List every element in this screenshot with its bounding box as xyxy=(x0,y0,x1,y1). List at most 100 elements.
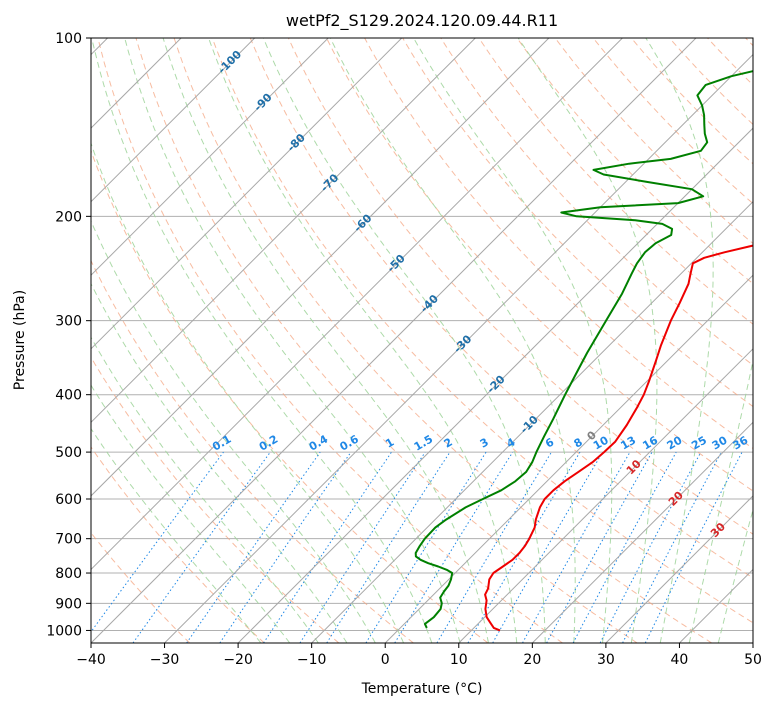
moist-adiabat xyxy=(91,38,433,643)
mixing-ratio-line xyxy=(132,451,271,643)
isotherm xyxy=(91,38,476,424)
mixing-ratio-line xyxy=(326,451,451,643)
moist-adiabats xyxy=(91,38,753,643)
moist-adiabat xyxy=(717,507,753,643)
mixing-ratio-line xyxy=(186,451,321,643)
moist-adiabat xyxy=(91,219,376,643)
moist-adiabat xyxy=(688,358,753,643)
isotherm xyxy=(91,38,550,497)
dry-adiabat xyxy=(287,38,753,535)
mixing-ratio-label: 30 xyxy=(710,433,730,452)
moist-adiabat xyxy=(91,141,405,643)
isotherm-label: 40 xyxy=(750,551,770,571)
mixing-ratio-label: 25 xyxy=(689,434,709,453)
dry-adiabat xyxy=(91,446,265,643)
mixing-ratio-line xyxy=(436,451,552,643)
mixing-ratio-label: 16 xyxy=(640,433,660,452)
dry-adiabat xyxy=(173,38,713,643)
y-tick-label: 200 xyxy=(55,209,82,225)
moist-adiabat xyxy=(91,427,262,643)
isotherms xyxy=(91,38,753,643)
moist-adiabat xyxy=(91,282,348,643)
moist-adiabat xyxy=(262,38,546,643)
mixing-ratio-label: 13 xyxy=(618,434,638,453)
dry-adiabat xyxy=(326,38,753,492)
y-axis-label: Pressure (hPa) xyxy=(12,290,28,390)
chart-title: wetPf2_S129.2024.120.09.44.R11 xyxy=(286,11,558,31)
mixing-ratio-line xyxy=(572,451,677,643)
x-axis-label: Temperature (°C) xyxy=(361,681,483,697)
y-tick-label: 300 xyxy=(55,314,82,330)
isotherm xyxy=(679,568,753,643)
x-tick-label: 40 xyxy=(671,652,689,668)
moist-adiabat xyxy=(91,336,319,643)
x-tick-label: −40 xyxy=(76,652,106,668)
y-tick-label: 900 xyxy=(55,596,82,612)
isotherm xyxy=(605,495,753,643)
dry-adiabat xyxy=(91,532,191,643)
dry-adiabat xyxy=(97,38,563,643)
x-axis-ticks: −40 −30 −20 −10 0 10 20 30 40 50 xyxy=(76,643,762,668)
dry-adiabat xyxy=(91,259,414,643)
mixing-ratio-line xyxy=(394,451,514,643)
y-tick-label: 1000 xyxy=(46,623,82,639)
dry-adiabat xyxy=(91,149,489,643)
dewpoint-profile xyxy=(414,70,753,629)
y-tick-label: 600 xyxy=(55,492,82,508)
mixing-ratio-line xyxy=(599,451,702,643)
dry-adiabat xyxy=(91,356,340,643)
mixing-ratio-label: 0.1 xyxy=(210,433,233,454)
mixing-ratio-line xyxy=(365,451,487,643)
isotherm xyxy=(384,274,753,643)
x-tick-label: 20 xyxy=(523,652,541,668)
isotherm xyxy=(164,53,753,643)
sounding-profiles xyxy=(414,70,753,632)
isotherm xyxy=(531,421,753,643)
x-tick-label: 50 xyxy=(744,652,762,668)
mixing-ratio-label: 0.4 xyxy=(307,432,331,453)
isotherm xyxy=(752,642,753,643)
mixing-ratio-line xyxy=(644,451,743,643)
dry-adiabat xyxy=(211,38,753,624)
mixing-ratio-label: 3 xyxy=(478,436,491,451)
temperature-profile xyxy=(484,244,753,632)
x-tick-label: −10 xyxy=(297,652,327,668)
y-tick-label: 500 xyxy=(55,445,82,461)
dry-adiabat xyxy=(135,38,638,643)
y-axis-ticks: 100 200 300 400 500 600 700 800 900 1000 xyxy=(46,31,91,639)
mixing-ratio-line xyxy=(546,451,653,643)
mixing-ratio-label: 6 xyxy=(543,435,556,450)
dry-adiabat xyxy=(516,38,753,285)
x-tick-label: 10 xyxy=(450,652,468,668)
isotherm xyxy=(458,348,753,643)
dry-adiabat xyxy=(478,38,753,325)
pressure-gridlines xyxy=(91,38,753,631)
moist-adiabat xyxy=(208,38,518,643)
x-tick-label: −30 xyxy=(150,652,180,668)
y-tick-label: 100 xyxy=(55,31,82,47)
isotherm xyxy=(91,38,697,643)
isotherm xyxy=(91,38,403,350)
dry-adiabats xyxy=(91,38,753,643)
mixing-ratio-label: 36 xyxy=(730,433,750,452)
isotherm xyxy=(237,127,753,643)
dry-adiabat xyxy=(669,38,753,126)
mixing-ratio-lines xyxy=(91,451,743,643)
mixing-ratio-line xyxy=(219,451,352,643)
moist-adiabat xyxy=(645,38,714,643)
isotherm xyxy=(91,38,256,203)
isotherm xyxy=(311,200,753,643)
y-tick-label: 700 xyxy=(55,532,82,548)
isotherm xyxy=(91,38,623,571)
mixing-ratio-line xyxy=(91,451,224,633)
mixing-ratio-label: 1.5 xyxy=(412,433,435,454)
x-tick-label: 0 xyxy=(381,652,390,668)
dry-adiabat xyxy=(745,38,753,47)
mixing-ratio-label: 20 xyxy=(665,433,685,452)
x-tick-label: 30 xyxy=(597,652,615,668)
mixing-ratio-line xyxy=(263,451,392,643)
moist-adiabat xyxy=(91,384,291,643)
mixing-ratio-label: 1 xyxy=(383,436,396,451)
